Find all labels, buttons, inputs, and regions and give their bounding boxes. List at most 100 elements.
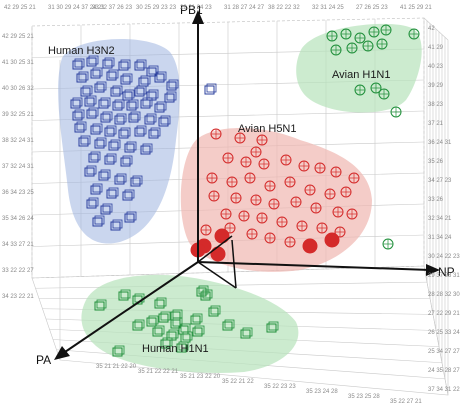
vector-line-1 (197, 235, 233, 263)
data-points (70, 24, 420, 357)
data-point-human-h3n2 (98, 97, 111, 109)
axis-label-pa: PA (36, 353, 51, 367)
tick-label-top: 27 26 25 23 (356, 5, 388, 11)
data-point-avian-h1n1 (382, 238, 394, 250)
tick-label-right: 24 35 28 27 (428, 368, 460, 374)
data-point-human-h3n2 (86, 107, 99, 119)
data-point-human-h3n2 (148, 127, 161, 139)
tick-label-right: 28 28 32 30 (428, 292, 460, 298)
tick-label-left: 34 23 22 21 (2, 294, 34, 300)
data-point-avian-h5n1 (220, 208, 232, 220)
data-point-avian-h5n1 (264, 232, 276, 244)
data-point-avian-h5n1 (226, 176, 238, 188)
tick-label-right: 30 24 22 23 (428, 254, 460, 260)
cluster-label-human-h3n2: Human H3N2 (48, 45, 115, 57)
data-point-avian-h1n1 (326, 30, 338, 42)
tick-label-right: 37 34 31 22 (428, 387, 460, 393)
np-axis-line (197, 261, 431, 271)
data-point-human-h3n2 (110, 85, 123, 97)
data-point-human-h3n2 (72, 58, 85, 70)
tick-label-top: 31 30 29 24 37 24 21 (48, 5, 105, 11)
data-point-avian-h5n1 (330, 166, 342, 178)
data-point-avian-h5n1 (310, 202, 322, 214)
tick-label-top: 41 25 29 21 (400, 5, 432, 11)
data-point-human-h3n2 (140, 143, 153, 155)
data-point-human-h3n2 (140, 97, 153, 109)
data-point-avian-h5n1 (296, 220, 308, 232)
data-point-human-h3n2 (130, 175, 143, 187)
data-point-avian-h5n1 (340, 186, 352, 198)
data-point-human-h3n2 (70, 97, 83, 109)
data-point-avian-h5n1 (238, 210, 250, 222)
data-point-avian-h5n1 (324, 232, 340, 248)
data-point-avian-h5n1 (256, 134, 268, 146)
data-point-avian-h5n1 (244, 172, 256, 184)
data-point-human-h1n1 (222, 319, 235, 331)
data-point-avian-h5n1 (224, 222, 236, 234)
data-point-avian-h1n1 (378, 88, 390, 100)
data-point-human-h3n2 (86, 55, 99, 67)
data-point-avian-h5n1 (206, 172, 218, 184)
region-avian-h1n1 (296, 23, 422, 113)
data-point-human-h3n2 (112, 99, 125, 111)
tick-label-top: 30 25 29 23 23 (136, 5, 177, 11)
data-point-avian-h5n1 (210, 246, 226, 262)
data-point-avian-h5n1 (284, 236, 296, 248)
data-point-avian-h5n1 (268, 198, 280, 210)
data-point-avian-h1n1 (346, 42, 358, 54)
vector-line-3 (231, 239, 237, 289)
data-point-avian-h5n1 (264, 180, 276, 192)
data-point-avian-h5n1 (284, 176, 296, 188)
tick-label-top: 22 21 24 23 (180, 5, 212, 11)
tick-label-left: 33 22 22 27 (2, 268, 34, 274)
axis-label-np: NP (438, 265, 455, 279)
data-point-human-h1n1 (192, 325, 205, 337)
data-point-avian-h5n1 (304, 184, 316, 196)
data-point-human-h3n2 (78, 135, 91, 147)
data-point-avian-h5n1 (348, 172, 360, 184)
data-point-human-h3n2 (74, 121, 87, 133)
pa-axis-line (61, 261, 199, 355)
data-point-avian-h5n1 (250, 194, 262, 206)
data-point-human-h3n2 (118, 59, 131, 71)
data-point-human-h1n1 (160, 337, 173, 349)
tick-label-right: 31 34 24 (428, 235, 452, 241)
tick-label-right: 32 34 21 (428, 216, 452, 222)
data-point-human-h3n2 (134, 85, 147, 97)
data-point-human-h3n2 (124, 141, 137, 153)
data-point-avian-h1n1 (340, 28, 352, 40)
tick-label-right: 29 37 28 31 (428, 273, 460, 279)
tick-label-right: 37 21 (428, 121, 444, 127)
data-point-human-h3n2 (94, 137, 107, 149)
data-point-human-h3n2 (146, 89, 159, 101)
tick-label-left: 38 32 24 31 (2, 138, 34, 144)
data-point-human-h3n2 (122, 189, 135, 201)
data-point-avian-h5n1 (276, 216, 288, 228)
data-point-human-h3n2 (134, 59, 147, 71)
pb1-axis-arrow (192, 10, 204, 24)
data-point-avian-h5n1 (316, 222, 328, 234)
cluster-label-avian-h1n1: Avian H1N1 (332, 69, 391, 81)
data-point-avian-h5n1 (258, 158, 270, 170)
data-point-human-h3n2 (158, 115, 171, 127)
data-point-avian-h5n1 (214, 228, 230, 244)
data-point-avian-h1n1 (354, 32, 366, 44)
data-point-avian-h5n1 (234, 132, 246, 144)
tick-label-left: 35 34 26 24 (2, 216, 34, 222)
data-point-human-h3n2 (84, 165, 97, 177)
tick-label-right: 39 29 (428, 83, 444, 89)
data-point-human-h1n1 (170, 317, 183, 329)
data-point-avian-h5n1 (240, 156, 252, 168)
tick-label-right: 36 24 31 (428, 140, 452, 146)
tick-label-right: 25 34 27 27 (428, 349, 460, 355)
data-point-avian-h5n1 (222, 152, 234, 164)
vector-line-2 (197, 261, 237, 289)
data-point-human-h1n1 (146, 315, 159, 327)
tick-label-bottom: 35 22 27 21 (390, 399, 422, 405)
data-point-human-h1n1 (190, 313, 203, 325)
tick-label-left: 34 33 27 21 (2, 242, 34, 248)
data-point-avian-h1n1 (408, 28, 420, 40)
data-point-human-h3n2 (88, 151, 101, 163)
data-point-human-h3n2 (90, 67, 103, 79)
data-point-human-h3n2 (146, 65, 159, 77)
